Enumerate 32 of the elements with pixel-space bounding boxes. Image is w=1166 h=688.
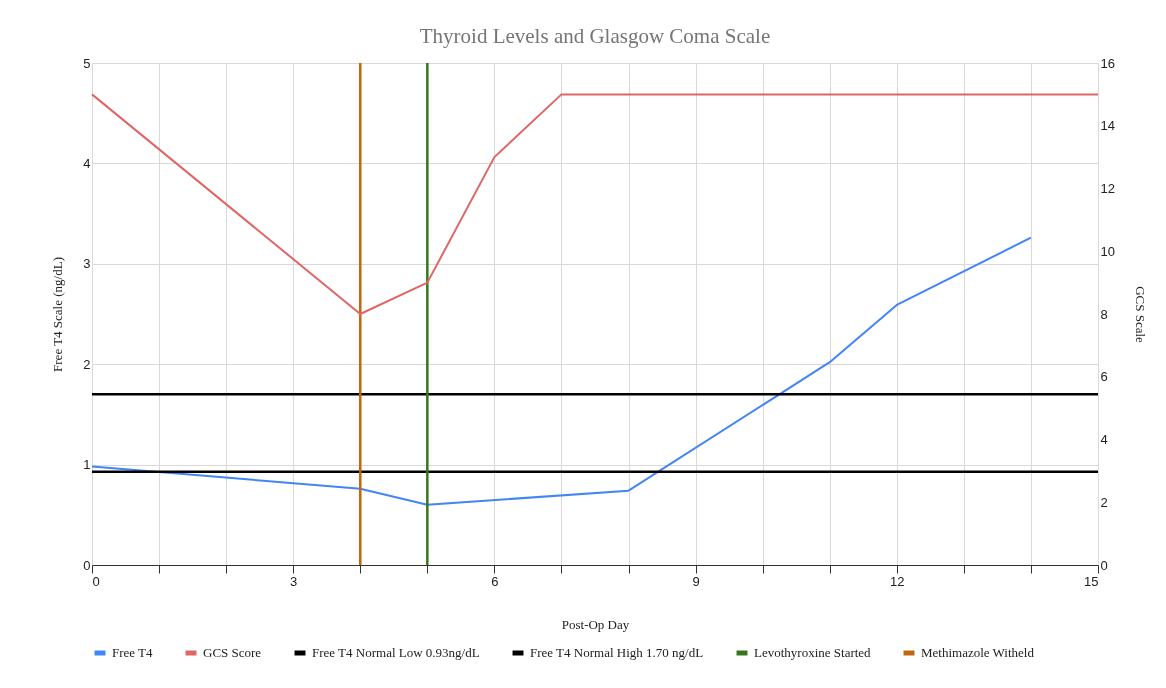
y-tick-label: 5 bbox=[83, 55, 91, 71]
chart-title: Thyroid Levels and Glasgow Coma Scale bbox=[419, 24, 771, 48]
line-series bbox=[91, 93, 1099, 315]
y2-tick-label: 6 bbox=[1100, 369, 1108, 385]
y2-tick-label: 10 bbox=[1100, 243, 1115, 259]
y2-tick-label: 4 bbox=[1100, 432, 1108, 447]
y2-tick-label: 8 bbox=[1100, 306, 1108, 322]
y-tick-label: 3 bbox=[83, 256, 91, 272]
x-axis-title: Post-Op Day bbox=[561, 616, 630, 632]
y2-tick-label: 16 bbox=[1100, 55, 1115, 71]
y-tick-label: 1 bbox=[83, 457, 91, 473]
x-tick-label: 6 bbox=[491, 573, 499, 589]
legend-label: GCS Score bbox=[203, 645, 262, 660]
legend-label: Free T4 Normal Low 0.93ng/dL bbox=[312, 645, 480, 660]
legend-label: Free T4 Normal High 1.70 ng/dL bbox=[530, 645, 704, 660]
y2-tick-label: 0 bbox=[1100, 557, 1108, 573]
line-series bbox=[91, 236, 1032, 506]
y-tick-label: 0 bbox=[83, 557, 91, 573]
legend-label: Levothyroxine Started bbox=[754, 645, 872, 660]
x-tick-label: 9 bbox=[692, 573, 700, 589]
legend-label: Methimazole Witheld bbox=[921, 645, 1035, 660]
y-axis-title: Free T4 Scale (ng/dL) bbox=[50, 257, 66, 372]
x-tick-label: 3 bbox=[290, 573, 298, 589]
x-tick-label: 12 bbox=[890, 573, 905, 589]
y2-tick-label: 14 bbox=[1100, 118, 1115, 134]
y2-axis-title: GCS Scale bbox=[1132, 286, 1148, 344]
y2-tick-label: 12 bbox=[1100, 181, 1115, 196]
y2-tick-label: 2 bbox=[1100, 494, 1108, 510]
x-tick-label: 15 bbox=[1084, 573, 1099, 589]
y-tick-label: 2 bbox=[83, 356, 91, 372]
legend-label: Free T4 bbox=[112, 645, 154, 660]
y-tick-label: 4 bbox=[83, 155, 91, 171]
